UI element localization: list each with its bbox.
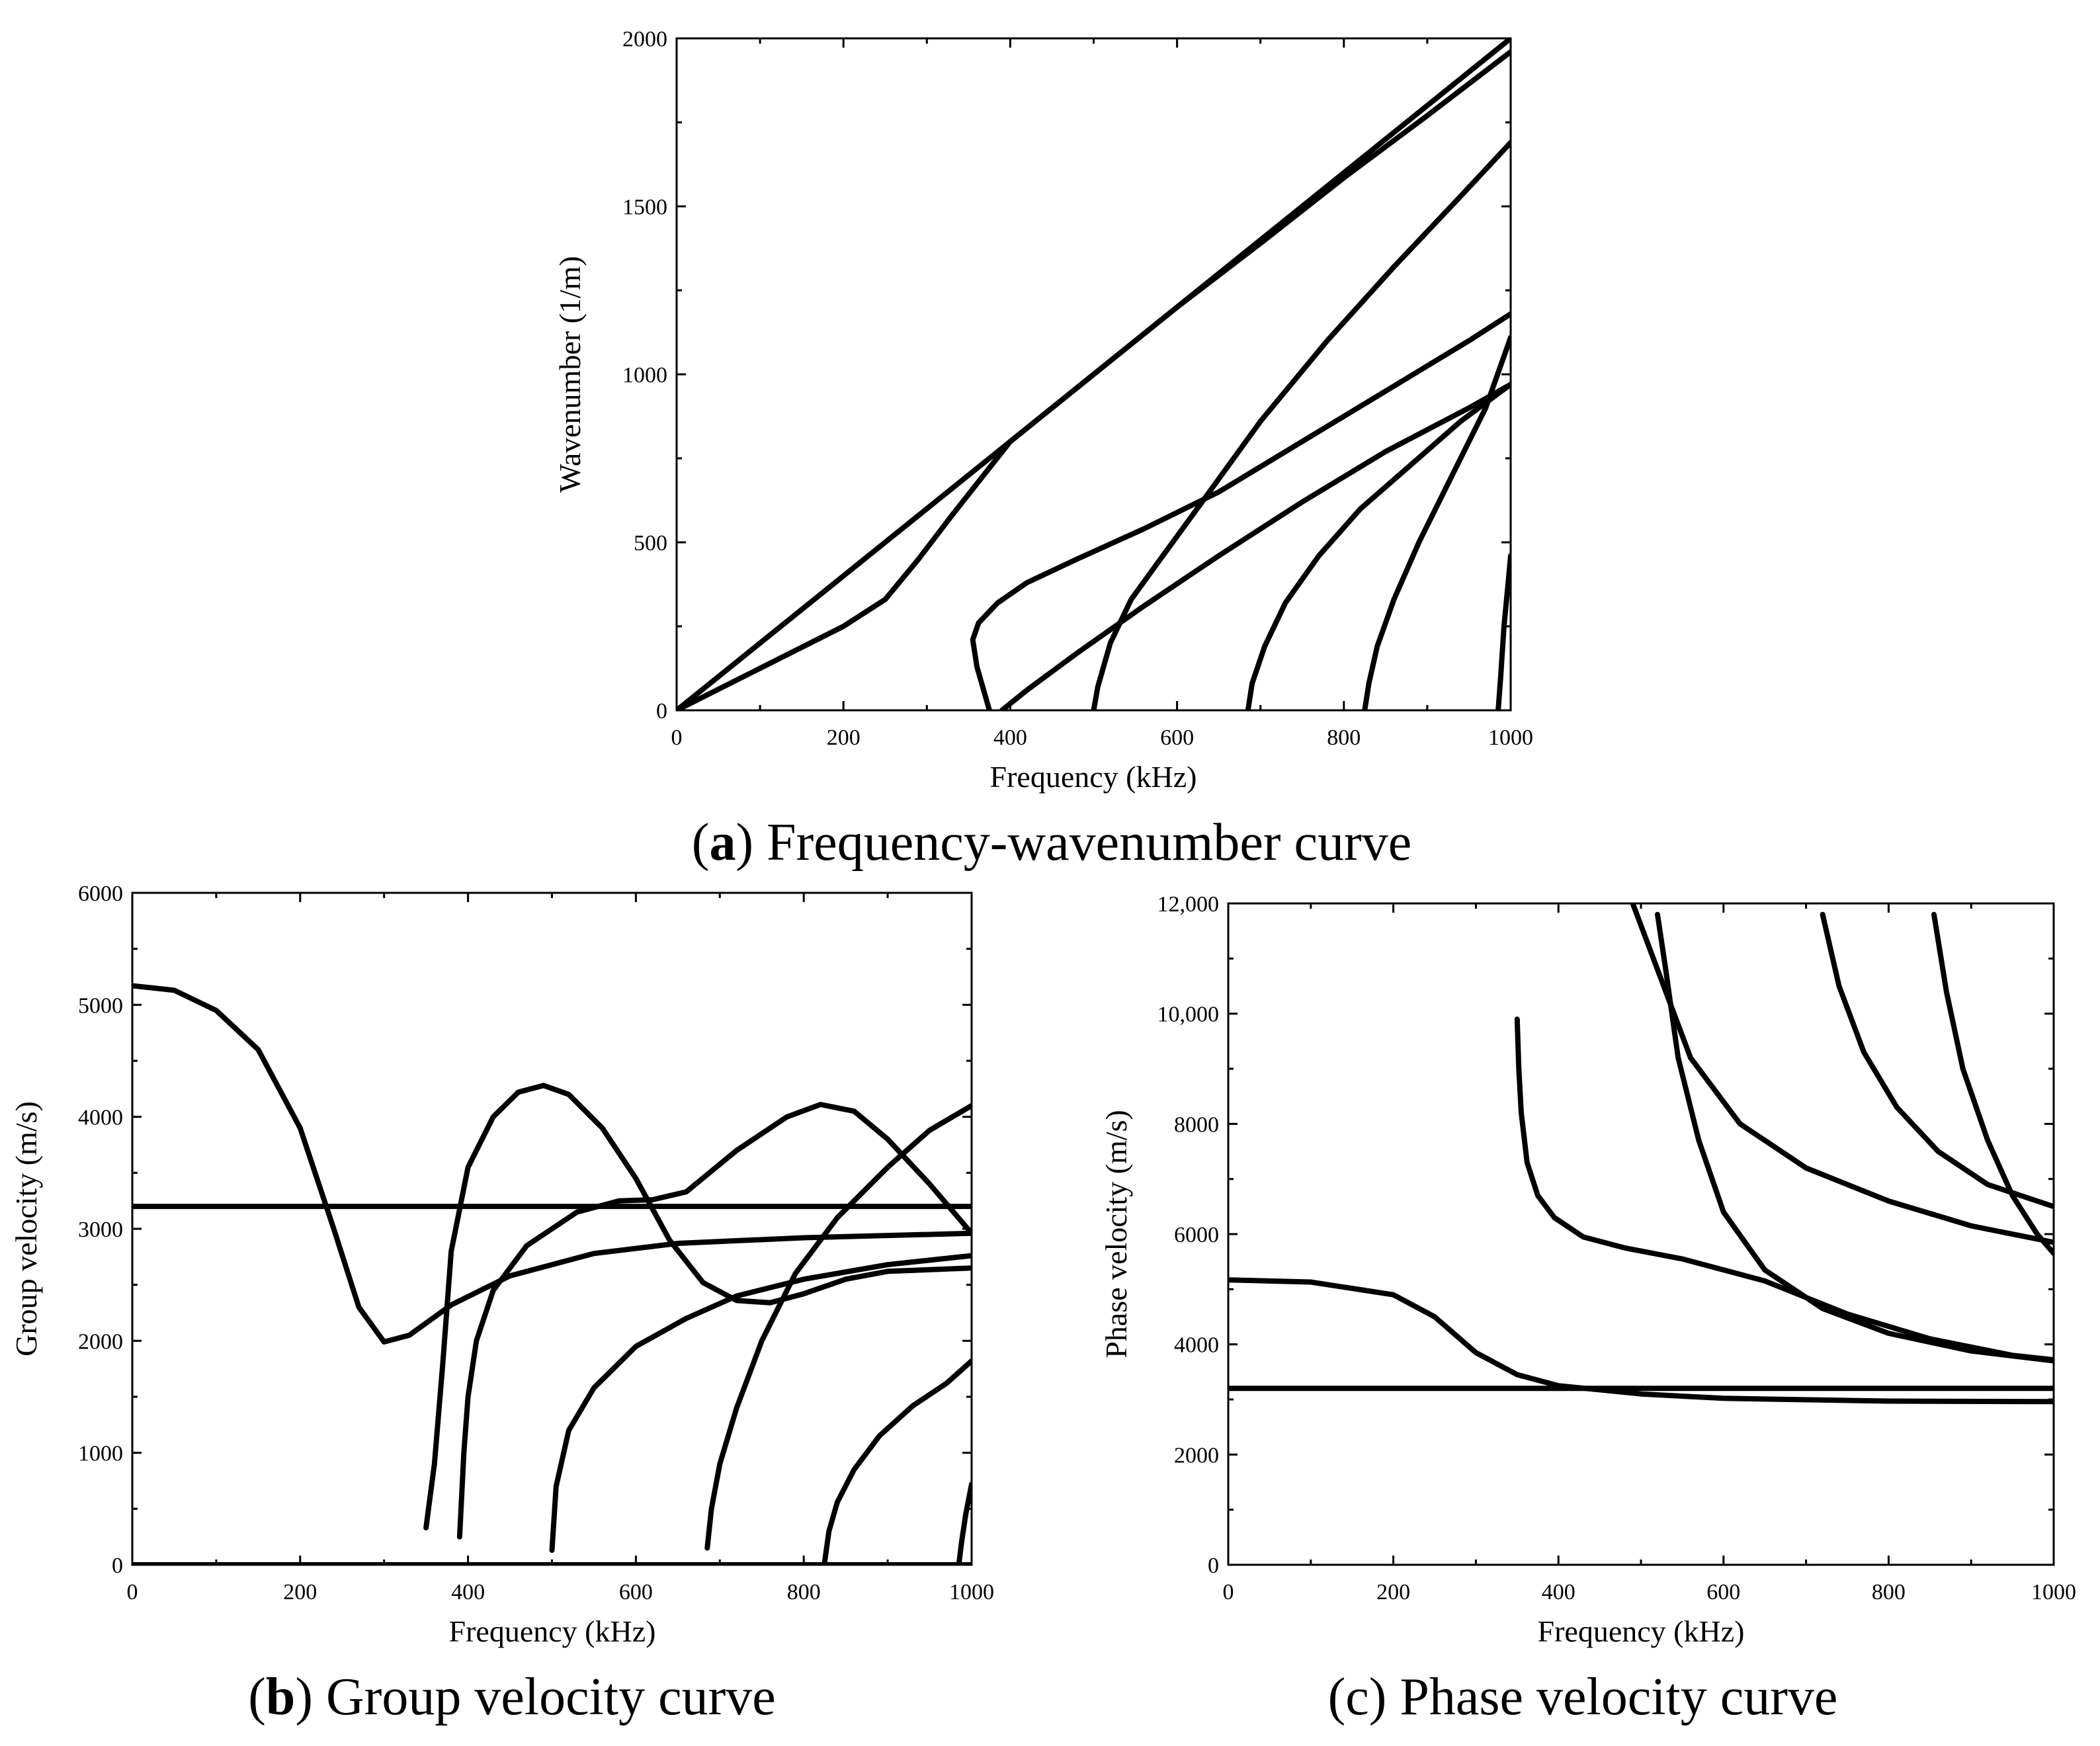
chart-c-series-4: [1630, 903, 2054, 1245]
panel-b-group-velocity: 0 200 400 600 800 1000 0 1000 2000 3000 4000 5000 60…: [9, 882, 994, 1648]
chart-c-series-7: [1931, 911, 2054, 1257]
chart-a-y-tick-label: 0: [656, 699, 667, 724]
chart-b-x-axis-label: Frequency (kHz): [449, 1614, 656, 1648]
chart-a-x-tick-label: 800: [1327, 726, 1361, 750]
chart-b-x-tick-label: 200: [283, 1580, 317, 1604]
chart-b-series-5: [456, 1102, 972, 1540]
caption-c-letter: c: [1345, 1668, 1369, 1726]
chart-b-y-tick-label: 1000: [78, 1442, 123, 1466]
chart-c-y-tick-label: 4000: [1174, 1333, 1219, 1358]
chart-a-curves: [677, 38, 1511, 710]
chart-a-series-7: [1362, 335, 1511, 710]
caption-a: (a) Frequency-wavenumber curve: [692, 813, 1411, 872]
chart-b-y-tick-label: 6000: [78, 882, 123, 906]
chart-b-x-tick-label: 400: [451, 1580, 485, 1604]
chart-b-curves: [132, 983, 972, 1565]
chart-c-x-tick-label: 0: [1223, 1580, 1234, 1604]
chart-a-x-tick-label: 1000: [1488, 726, 1533, 750]
chart-c-y-tick-label: 12,000: [1157, 892, 1220, 917]
chart-a-y-tick-label: 1000: [622, 363, 667, 388]
caption-c: (c) Phase velocity curve: [1328, 1668, 1838, 1726]
chart-b-y-tick-label: 2000: [78, 1329, 123, 1354]
chart-b-x-tick-label: 0: [127, 1580, 138, 1604]
chart-c-y-tick-label: 0: [1208, 1554, 1219, 1578]
caption-a-letter: a: [709, 813, 735, 872]
chart-b-y-tick-label: 4000: [78, 1106, 123, 1130]
caption-a-text: Frequency-wavenumber curve: [767, 813, 1411, 872]
chart-a-series-5: [1091, 140, 1511, 710]
chart-b-series-3: [132, 983, 972, 1345]
chart-c-y-axis-label: Phase velocity (m/s): [1099, 1110, 1133, 1358]
chart-b-series-8: [821, 1358, 972, 1564]
chart-b-x-tick-label: 800: [787, 1580, 821, 1604]
chart-c-series-6: [1820, 911, 2054, 1210]
chart-a-series-8: [1495, 553, 1511, 710]
panel-a-frequency-wavenumber: 0 200 400 600 800 1000 0 500 1000 1500 2000 Frequen…: [553, 27, 1533, 794]
chart-b-x-tick-label: 1000: [949, 1580, 994, 1604]
chart-b-y-tick-label: 0: [112, 1554, 123, 1578]
chart-a-x-tick-label: 400: [993, 726, 1027, 750]
chart-c-x-axis-label: Frequency (kHz): [1538, 1614, 1745, 1648]
chart-c-x-tick-label: 1000: [2031, 1580, 2076, 1604]
chart-b-series-4: [423, 1083, 972, 1531]
chart-c-curves: [1228, 903, 2054, 1405]
caption-b-text: Group velocity curve: [326, 1668, 776, 1726]
chart-c-x-tick-label: 800: [1872, 1580, 1906, 1604]
chart-a-series-1: [677, 38, 1511, 710]
chart-c-y-tick-label: 6000: [1174, 1223, 1219, 1247]
chart-a-series-4: [999, 382, 1511, 710]
chart-b-y-axis-label: Group velocity (m/s): [9, 1101, 43, 1356]
chart-c-y-tick-label: 10,000: [1157, 1003, 1220, 1027]
chart-b-series-9: [956, 1481, 972, 1565]
chart-c-series-2: [1228, 1277, 2054, 1405]
chart-c-y-tick-label: 2000: [1174, 1443, 1219, 1468]
chart-a-x-tick-label: 0: [671, 726, 683, 750]
chart-c-series-5: [1655, 911, 2054, 1364]
chart-a-series-6: [1245, 382, 1511, 710]
chart-a-x-tick-label: 600: [1160, 726, 1194, 750]
chart-a-x-axis-label: Frequency (kHz): [990, 760, 1197, 794]
chart-b-y-tick-label: 5000: [78, 993, 123, 1018]
chart-c-x-tick-label: 600: [1706, 1580, 1740, 1604]
chart-a-x-tick-label: 200: [827, 726, 861, 750]
chart-b-x-tick-label: 600: [619, 1580, 653, 1604]
caption-c-text: Phase velocity curve: [1400, 1668, 1837, 1726]
caption-b-letter: b: [266, 1668, 296, 1726]
chart-c-x-tick-label: 400: [1542, 1580, 1575, 1604]
chart-a-series-2: [677, 49, 1511, 710]
chart-a-y-tick-label: 500: [634, 531, 667, 556]
chart-a-y-axis-label: Wavenumber (1/m): [553, 256, 587, 493]
caption-b: (b) Group velocity curve: [248, 1668, 776, 1726]
chart-b-series-7: [704, 1102, 972, 1551]
chart-a-y-tick-label: 2000: [622, 27, 667, 52]
chart-b-series-6: [549, 1253, 972, 1553]
chart-c-x-tick-label: 200: [1376, 1580, 1410, 1604]
chart-a-series-3: [970, 311, 1511, 710]
chart-c-y-tick-label: 8000: [1174, 1112, 1219, 1137]
panel-c-phase-velocity: 0 200 400 600 800 1000 0 2000 4000 6000 8000 10,000…: [1099, 892, 2076, 1648]
chart-a-y-tick-label: 1500: [622, 195, 667, 220]
chart-c-series-3: [1514, 1017, 2054, 1362]
chart-b-y-tick-label: 3000: [78, 1218, 123, 1242]
